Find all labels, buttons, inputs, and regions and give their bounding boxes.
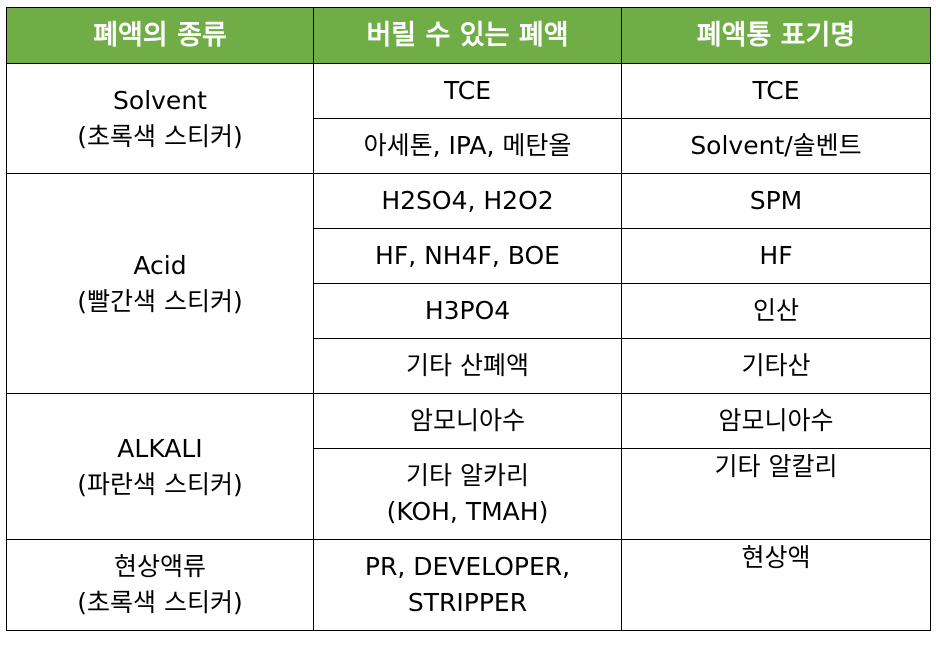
category-solvent: Solvent (초록색 스티커) (6, 63, 314, 174)
header-container-label: 폐액통 표기명 (621, 7, 931, 64)
disposable-cell: 아세톤, IPA, 메탄올 (313, 118, 622, 174)
disposable-cell: TCE (313, 63, 622, 119)
category-sticker: (빨간색 스티커) (77, 286, 243, 316)
table-row: 현상액류 (초록색 스티커) PR, DEVELOPER, STRIPPER 현… (6, 539, 931, 631)
disposable-cell: 기타 산폐액 (313, 338, 622, 394)
header-waste-type: 폐액의 종류 (6, 7, 314, 64)
header-disposable-waste: 버릴 수 있는 폐액 (313, 7, 622, 64)
category-name: 현상액류 (113, 552, 206, 581)
category-name: Solvent (113, 85, 207, 115)
disposable-line-2: (KOH, TMAH) (386, 497, 549, 526)
table-row: 기타 알카리 (KOH, TMAH) 기타 알칼리 (7, 448, 931, 540)
table-row: ALKALI (파란색 스티커) 암모니아수 암모니아수 (6, 393, 931, 540)
disposable-cell: HF, NH4F, BOE (313, 228, 622, 284)
category-sticker: (초록색 스티커) (77, 588, 243, 617)
category-developer: 현상액류 (초록색 스티커) (6, 539, 314, 631)
disposable-line-1: 기타 알카리 (406, 461, 529, 490)
label-cell: HF (621, 228, 931, 284)
disposable-cell: H3PO4 (313, 283, 622, 339)
label-cell: 기타산 (621, 338, 931, 394)
category-alkali: ALKALI (파란색 스티커) (6, 393, 314, 540)
category-sticker: (초록색 스티커) (77, 121, 243, 151)
label-cell: 인산 (621, 283, 931, 339)
disposable-line-1: PR, DEVELOPER, (364, 552, 571, 581)
disposable-cell: 암모니아수 (313, 393, 622, 449)
table-row: Acid (빨간색 스티커) H2SO4, H2O2 SPM (6, 173, 931, 394)
label-cell: SPM (621, 173, 931, 229)
category-name: Acid (133, 250, 187, 280)
header-row: 폐액의 종류 버릴 수 있는 폐액 폐액통 표기명 (6, 7, 931, 64)
waste-liquid-table: 폐액의 종류 버릴 수 있는 폐액 폐액통 표기명 Solvent (초록색 스… (6, 7, 931, 631)
category-sticker: (파란색 스티커) (77, 469, 243, 499)
label-cell: 암모니아수 (621, 393, 931, 449)
label-cell: TCE (621, 63, 931, 119)
label-cell: 현상액 (621, 539, 931, 631)
table-row: 아세톤, IPA, 메탄올 Solvent/솔벤트 (7, 118, 931, 174)
category-name: ALKALI (117, 433, 203, 463)
disposable-cell: 기타 알카리 (KOH, TMAH) (313, 448, 622, 540)
disposable-line-2: STRIPPER (407, 588, 528, 617)
disposable-cell: H2SO4, H2O2 (313, 173, 622, 229)
label-cell: 기타 알칼리 (621, 448, 931, 540)
table-row: Solvent (초록색 스티커) TCE TCE (6, 63, 931, 174)
disposable-cell: PR, DEVELOPER, STRIPPER (313, 539, 622, 631)
label-cell: Solvent/솔벤트 (621, 118, 931, 174)
category-acid: Acid (빨간색 스티커) (6, 173, 314, 394)
